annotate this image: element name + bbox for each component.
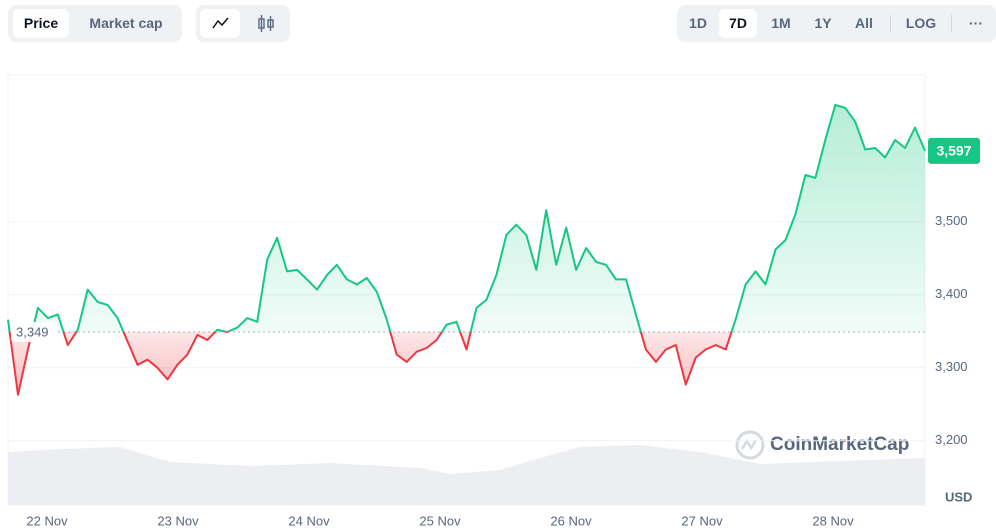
x-tick-label: 22 Nov <box>26 513 68 528</box>
candle-icon <box>258 15 274 32</box>
chart-type-group <box>196 5 290 42</box>
x-tick-label: 25 Nov <box>419 513 461 528</box>
range-button[interactable]: 1M <box>771 15 791 31</box>
range-button[interactable]: All <box>855 15 873 31</box>
tab[interactable]: Market cap <box>89 15 163 31</box>
tab[interactable]: Price <box>13 9 69 38</box>
x-tick-label: 28 Nov <box>812 513 854 528</box>
price-line <box>7 103 926 396</box>
area-fill <box>8 104 925 395</box>
range-button[interactable]: 1Y <box>814 15 832 31</box>
baseline-label: 3,349 <box>16 324 49 339</box>
range-button[interactable]: 7D <box>719 9 757 38</box>
y-tick-label: 3,500 <box>935 213 968 228</box>
x-tick-label: 23 Nov <box>157 513 199 528</box>
candle-chart-button[interactable] <box>246 9 286 38</box>
y-tick-label: 3,400 <box>935 286 968 301</box>
price-tag-label: 3,597 <box>936 143 971 159</box>
watermark-logo <box>735 430 765 460</box>
separator <box>951 15 952 32</box>
baseline-tag <box>11 321 57 342</box>
watermark: CoinMarketCap <box>770 434 909 455</box>
x-tick-label: 24 Nov <box>288 513 330 528</box>
y-tick-label: 3,200 <box>935 432 968 447</box>
line-chart-button[interactable] <box>200 9 240 38</box>
y-tick-label: 3,300 <box>935 359 968 374</box>
currency-label: USD <box>945 489 972 504</box>
price-tag <box>928 137 980 164</box>
range-group: 1D 7D 1M 1Y All LOG ··· <box>677 5 996 42</box>
separator <box>890 15 891 32</box>
tab-group: Price Market cap <box>8 5 182 42</box>
volume-area <box>8 445 925 505</box>
range-button[interactable]: 1D <box>689 15 707 31</box>
more-button[interactable]: ··· <box>969 15 983 31</box>
x-tick-label: 27 Nov <box>681 513 723 528</box>
line-icon <box>212 17 229 29</box>
log-button[interactable]: LOG <box>905 15 937 31</box>
x-tick-label: 26 Nov <box>550 513 592 528</box>
